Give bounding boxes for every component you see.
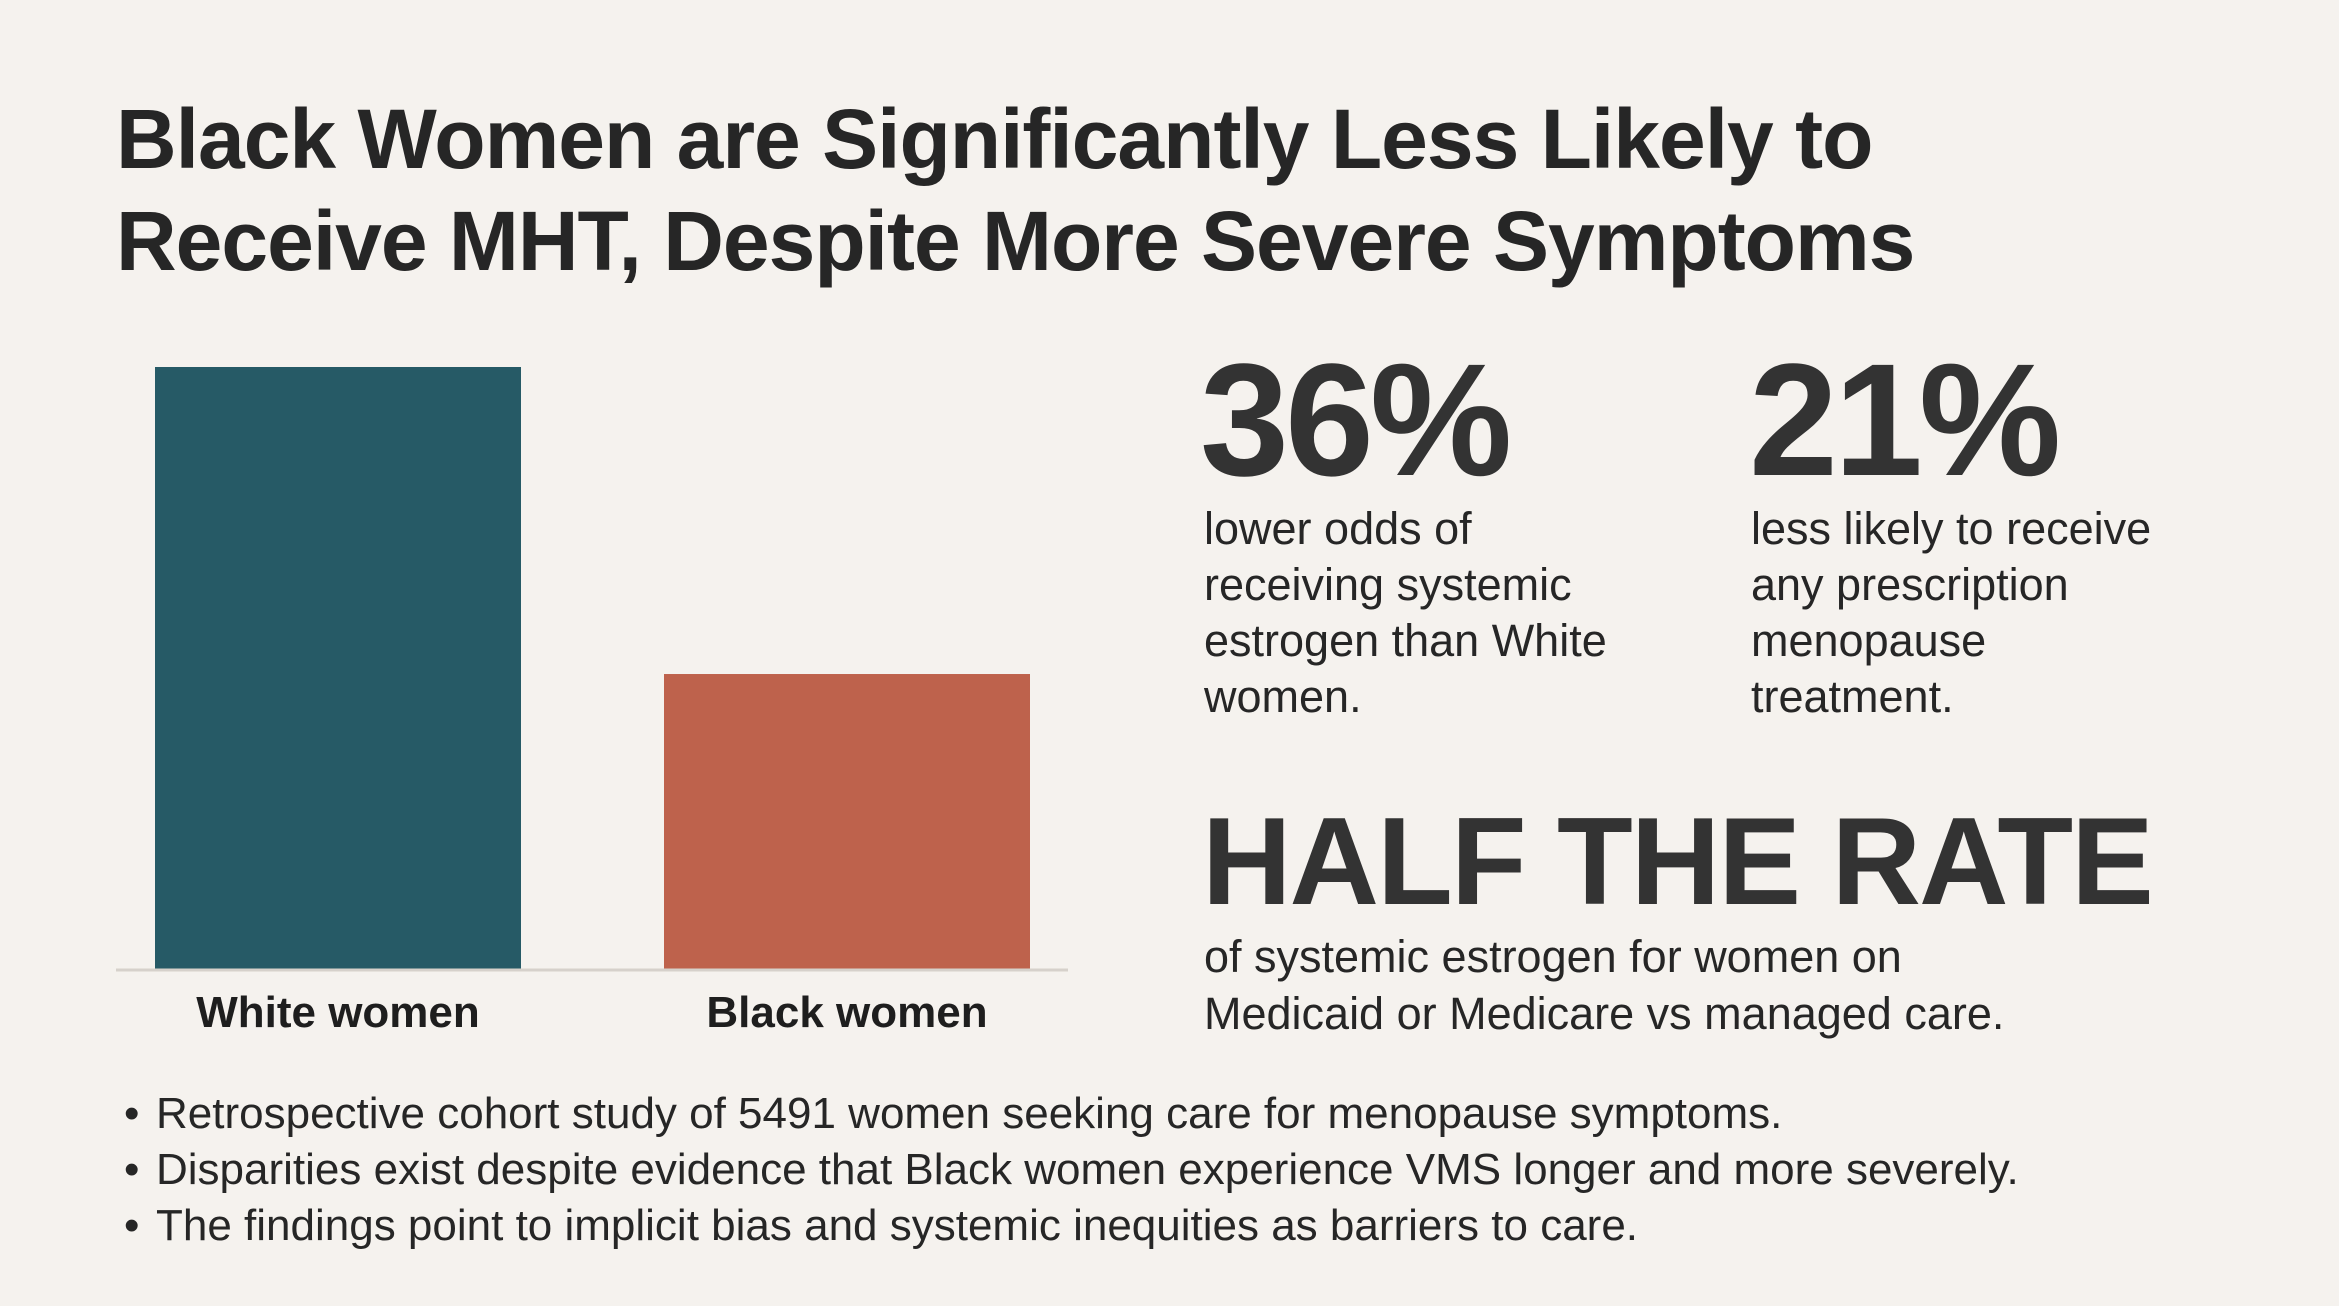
stat-36-line: lower odds of: [1204, 503, 1472, 554]
bullet-list: • Retrospective cohort study of 5491 wome…: [116, 1086, 2019, 1254]
stat-36-description: lower odds of receiving systemic estroge…: [1204, 501, 1607, 725]
bullet-text: Disparities exist despite evidence that …: [156, 1145, 2019, 1194]
stat-36-value: 36%: [1200, 330, 1512, 509]
stat-21-line: menopause: [1751, 615, 1987, 666]
bullet-text: Retrospective cohort study of 5491 women…: [156, 1089, 1783, 1138]
bar-white-women: [155, 367, 521, 969]
bullet-item: • The findings point to implicit bias and…: [116, 1198, 2019, 1254]
stat-21-line: less likely to receive: [1751, 503, 2152, 554]
half-the-rate-description: of systemic estrogen for women on Medica…: [1204, 928, 2304, 1042]
title-line-2: Receive MHT, Despite More Severe Symptom…: [116, 194, 1915, 288]
category-label: White women: [196, 988, 480, 1037]
stat-36-line: women.: [1204, 671, 1362, 722]
category-label: Black women: [706, 988, 987, 1037]
stat-21-value: 21%: [1749, 330, 2061, 509]
stat-21-line: any prescription: [1751, 559, 2069, 610]
bullet-dot-icon: •: [124, 1145, 140, 1194]
bullet-dot-icon: •: [124, 1089, 140, 1138]
bullet-text: The findings point to implicit bias and …: [156, 1201, 1639, 1250]
bar-black-women: [664, 674, 1030, 969]
stat-36-line: receiving systemic: [1204, 559, 1572, 610]
title-line-1: Black Women are Significantly Less Likel…: [116, 92, 1873, 186]
bullet-item: • Disparities exist despite evidence that…: [116, 1142, 2019, 1198]
stat-21-line: treatment.: [1751, 671, 1954, 722]
half-the-rate-headline: HALF THE RATE: [1202, 793, 2154, 931]
bullet-item: • Retrospective cohort study of 5491 wome…: [116, 1086, 2019, 1142]
page-title: Black Women are Significantly Less Likel…: [116, 88, 1915, 292]
half-desc-line: of systemic estrogen for women on: [1204, 931, 1902, 982]
stat-36-line: estrogen than White: [1204, 615, 1607, 666]
bar-chart: White women Black women: [116, 367, 1068, 1037]
bullet-dot-icon: •: [124, 1201, 140, 1250]
stat-21-description: less likely to receive any prescription …: [1751, 501, 2151, 725]
half-desc-line: Medicaid or Medicare vs managed care.: [1204, 988, 2005, 1039]
